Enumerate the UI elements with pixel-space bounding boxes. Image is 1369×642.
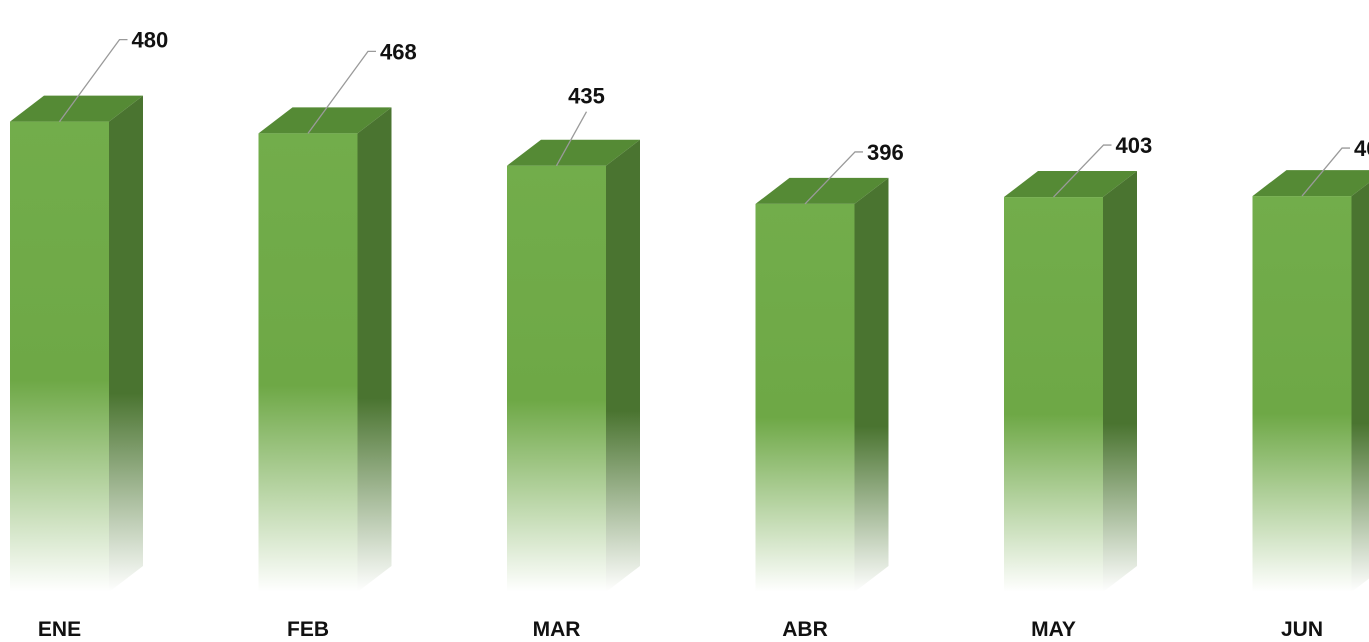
bar-top-face — [1004, 171, 1137, 198]
value-leader-line — [804, 151, 863, 205]
bar-front-face — [1252, 196, 1352, 592]
bar-ene — [10, 95, 143, 592]
bar-feb — [258, 107, 392, 593]
data-label: 480 — [132, 28, 169, 53]
data-label: 435 — [568, 84, 605, 109]
data-label: 468 — [380, 39, 417, 64]
bar-side-face — [854, 177, 889, 593]
value-leader-line — [1053, 144, 1112, 198]
bar-mar — [507, 139, 640, 592]
value-leader-line — [58, 38, 128, 122]
category-label: ENE — [38, 618, 81, 641]
bar-side-face — [1351, 182, 1369, 592]
bars-layer — [10, 95, 1369, 593]
bar-jun — [1252, 170, 1369, 592]
category-label: FEB — [287, 618, 329, 641]
bar-front-face — [10, 121, 109, 592]
bar-side-face — [109, 95, 143, 592]
data-label: 396 — [867, 140, 904, 165]
value-leader-line — [555, 111, 588, 167]
bar-front-face — [755, 203, 855, 593]
bar-side-face — [357, 107, 392, 593]
bar-front-face — [1004, 197, 1103, 592]
bar-top-face — [1252, 170, 1369, 197]
value-leader-line — [307, 50, 376, 134]
bar-top-face — [755, 177, 889, 204]
data-label: 403 — [1116, 133, 1153, 158]
bar-top-face — [507, 139, 640, 166]
value-leader-line — [1301, 147, 1350, 197]
category-label: JUN — [1281, 618, 1323, 641]
labels-layer: 480 ENE 468 FEB 435 MAR 396 ABR 403 MAY 404 JUN — [38, 28, 1369, 641]
bar-side-face — [606, 139, 640, 592]
bar-top-face — [10, 95, 143, 122]
bar-front-face — [258, 133, 358, 593]
bar-side-face — [1103, 171, 1137, 592]
data-label: 404 — [1354, 136, 1369, 161]
bar-front-face — [507, 165, 606, 592]
category-label: MAY — [1031, 618, 1076, 641]
bar-may — [1004, 171, 1137, 592]
bar-abr — [755, 177, 889, 593]
category-label: ABR — [782, 618, 828, 641]
category-label: MAR — [533, 618, 581, 641]
bar-top-face — [258, 107, 392, 134]
